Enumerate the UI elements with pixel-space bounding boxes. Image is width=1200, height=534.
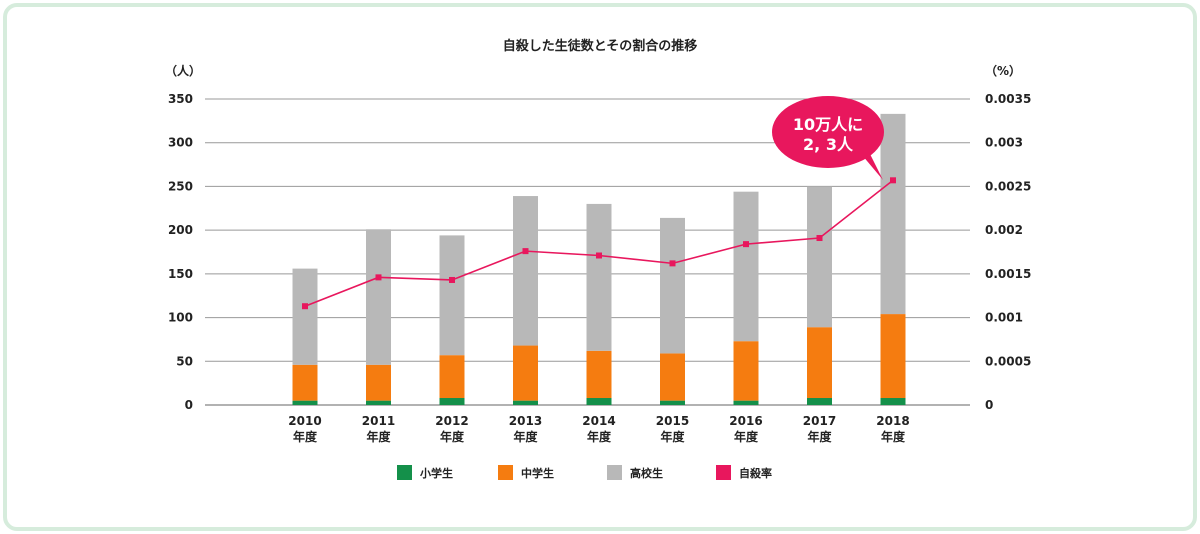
x-tick-sublabel: 年度 <box>587 429 612 444</box>
y-right-tick-label: 0.0035 <box>985 92 1031 106</box>
y-left-tick-label: 350 <box>168 92 193 106</box>
chart-title: 自殺した生徒数とその割合の推移 <box>503 38 698 54</box>
bar-segment <box>439 355 465 399</box>
bar-segment <box>586 203 612 351</box>
legend-swatch <box>397 465 412 480</box>
bar-segment <box>733 400 759 405</box>
bar-segment <box>513 345 538 401</box>
bar-segment <box>366 364 391 401</box>
x-tick-label: 2011 <box>362 414 395 428</box>
annotation-bubble <box>772 96 884 168</box>
x-tick-label: 2015 <box>656 414 689 428</box>
x-tick-label: 2014 <box>582 414 615 428</box>
x-tick-sublabel: 年度 <box>293 429 318 444</box>
y-right-tick-label: 0 <box>985 398 993 412</box>
bar-segment <box>366 229 391 365</box>
rate-marker <box>890 177 896 184</box>
rate-marker <box>522 248 529 255</box>
y-left-tick-label: 100 <box>168 311 193 325</box>
bar-segment <box>807 186 832 328</box>
y-left-tick-label: 50 <box>176 354 193 368</box>
bar-segment <box>292 268 318 365</box>
x-tick-label: 2012 <box>435 414 468 428</box>
rate-marker <box>375 274 382 281</box>
bar-segment <box>513 400 538 405</box>
y-left-tick-label: 300 <box>168 136 193 150</box>
legend-swatch <box>607 465 622 480</box>
x-tick-label: 2016 <box>729 414 762 428</box>
bar-segment <box>292 400 318 405</box>
bar-segment <box>292 364 318 401</box>
bar-segment <box>880 398 906 405</box>
y-left-tick-label: 200 <box>168 223 193 237</box>
y-left-tick-label: 0 <box>185 398 193 412</box>
bar-segment <box>733 341 759 401</box>
right-axis-unit: （%） <box>985 63 1021 78</box>
y-right-tick-label: 0.0015 <box>985 267 1031 281</box>
rate-marker <box>596 252 602 259</box>
bar-segment <box>439 398 465 405</box>
x-tick-sublabel: 年度 <box>513 429 538 444</box>
bar-segment <box>880 314 906 399</box>
y-right-tick-label: 0.003 <box>985 136 1023 150</box>
legend-label: 自殺率 <box>739 466 772 480</box>
rate-marker <box>743 241 749 248</box>
left-axis-unit: （人） <box>165 63 201 78</box>
x-tick-label: 2013 <box>509 414 542 428</box>
y-right-tick-label: 0.002 <box>985 223 1023 237</box>
x-tick-sublabel: 年度 <box>807 429 832 444</box>
bar-segment <box>660 353 685 401</box>
x-tick-label: 2017 <box>803 414 836 428</box>
y-right-tick-label: 0.0005 <box>985 354 1031 368</box>
bar-segment <box>586 350 612 399</box>
y-right-tick-label: 0.001 <box>985 311 1023 325</box>
legend-label: 中学生 <box>521 466 554 480</box>
x-tick-sublabel: 年度 <box>366 429 391 444</box>
bar-segment <box>439 235 465 356</box>
legend-label: 高校生 <box>630 466 663 480</box>
y-left-tick-label: 250 <box>168 179 193 193</box>
bar-segment <box>366 400 391 405</box>
bar-segment <box>660 400 685 405</box>
y-left-tick-label: 150 <box>168 267 193 281</box>
bar-segment <box>586 398 612 405</box>
rate-marker <box>302 303 308 310</box>
bar-segment <box>880 113 906 315</box>
x-tick-sublabel: 年度 <box>734 429 759 444</box>
annotation-text: 2, 3人 <box>803 135 854 154</box>
rate-marker <box>816 235 823 242</box>
bar-segment <box>807 398 832 405</box>
x-tick-sublabel: 年度 <box>881 429 906 444</box>
legend-swatch <box>716 465 731 480</box>
bar-segment <box>807 327 832 399</box>
y-right-tick-label: 0.0025 <box>985 179 1031 193</box>
rate-marker <box>669 260 676 267</box>
legend-swatch <box>498 465 513 480</box>
bar-segment <box>660 217 685 354</box>
x-tick-label: 2010 <box>288 414 321 428</box>
bar-segment <box>513 196 538 346</box>
rate-marker <box>449 276 455 283</box>
x-tick-label: 2018 <box>876 414 909 428</box>
annotation-text: 10万人に <box>793 115 863 134</box>
x-tick-sublabel: 年度 <box>440 429 465 444</box>
bar-segment <box>733 191 759 342</box>
x-tick-sublabel: 年度 <box>660 429 685 444</box>
legend-label: 小学生 <box>419 466 453 480</box>
